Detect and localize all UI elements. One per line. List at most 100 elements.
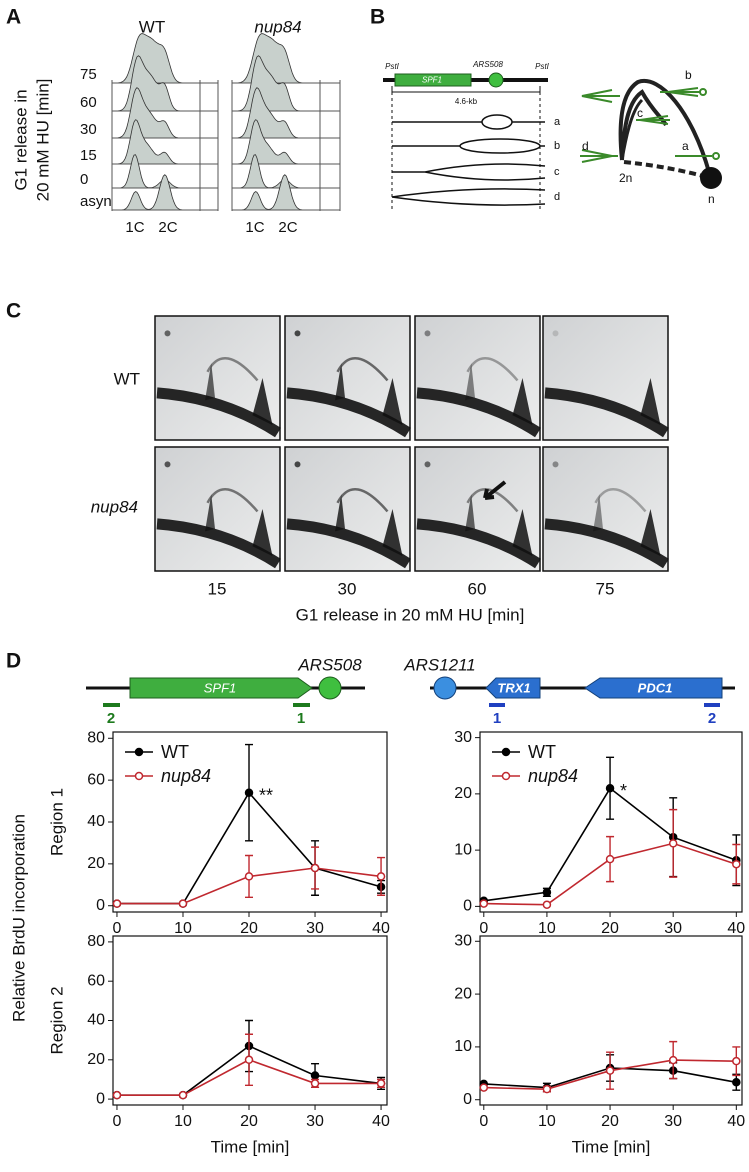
marker (376, 1079, 386, 1088)
restriction-map: SPF1 ARS508 PstI PstI 4.6-kb a b c d (383, 60, 561, 210)
gene-label: TRX1 (497, 680, 530, 695)
gel-arc (416, 387, 541, 438)
primer (103, 703, 120, 707)
gel-streak (465, 363, 475, 401)
y-title: G1 release in 20 mM HU [min] (11, 79, 52, 202)
origin-label: ARS1211 (403, 655, 476, 674)
x-tick-label: 20 (601, 1113, 619, 1130)
marker (479, 1083, 489, 1092)
gel-arc (286, 518, 411, 569)
gel-y-arc (206, 356, 259, 382)
x-tick-label: 30 (664, 1113, 682, 1130)
marker (542, 888, 552, 897)
plot-frame (479, 935, 743, 1106)
gels (154, 315, 669, 572)
scissor (636, 115, 670, 125)
y-tick-label: 30 (454, 729, 472, 746)
row-label: 0 (80, 171, 88, 188)
annotation: ** (259, 785, 273, 805)
gel-y-arc (336, 356, 389, 382)
row-label: WT (114, 369, 140, 388)
marker (310, 1079, 320, 1088)
plot-frame (112, 731, 388, 913)
gel-y-arc (466, 356, 519, 382)
x-tick-label: 10 (538, 1113, 556, 1130)
primer-label: 2 (107, 710, 115, 727)
x-label: 1C (245, 219, 264, 236)
y-tick-label: 10 (454, 1038, 472, 1055)
legend-marker (501, 747, 511, 757)
2d-gel-scheme: b c a d 2n n (580, 68, 722, 206)
histogram (112, 33, 200, 84)
intermediate-label: a (554, 116, 561, 128)
gel-arc (286, 387, 411, 438)
y-tick-label: 30 (454, 933, 472, 950)
intermediate (391, 188, 546, 206)
marker (542, 1084, 552, 1094)
origin (433, 676, 457, 700)
gel-dot (424, 461, 431, 468)
scheme-label: 2n (619, 171, 632, 185)
gel-y-arc (336, 487, 389, 513)
annotation: * (620, 781, 627, 801)
site-label: PstI (535, 62, 550, 71)
left-map: SPF1 ARS508 2 1 (86, 655, 365, 727)
intermediates (391, 114, 546, 206)
marker (112, 899, 122, 908)
origin (318, 676, 342, 700)
primer (489, 703, 505, 707)
gene (485, 677, 541, 699)
x-tick-label: 20 (240, 1113, 258, 1130)
right-map: ARS1211 TRX1 PDC1 1 2 (403, 655, 735, 727)
gene-label: PDC1 (638, 680, 673, 695)
arc (618, 78, 711, 173)
marker (668, 1055, 678, 1065)
intermediate-label: d (554, 191, 560, 203)
marker (244, 872, 254, 881)
gel-y-arc (594, 487, 647, 513)
row-label: 30 (80, 121, 97, 138)
intermediate-label: b (554, 140, 560, 152)
bubble (481, 114, 513, 130)
x-label: 1C (125, 219, 144, 236)
gel-dot (424, 330, 431, 337)
gel-spot (252, 509, 273, 557)
scissor (580, 149, 618, 163)
gel-streak (593, 494, 603, 532)
gel-streak (335, 494, 345, 532)
origin-label: ARS508 (297, 655, 362, 674)
y-tick-label: 0 (96, 897, 105, 914)
symbol-dot (712, 152, 720, 160)
arc (620, 98, 644, 161)
histogram (232, 174, 320, 211)
size-label: 4.6-kb (455, 97, 478, 106)
gel-streak (335, 363, 345, 401)
y-tick-label: 20 (87, 1051, 105, 1068)
x-label: 2C (278, 219, 297, 236)
y-tick-label: 0 (463, 898, 472, 915)
marker (310, 1071, 320, 1080)
y-tick-label: 20 (454, 785, 472, 802)
gel-spot (512, 509, 533, 557)
intermediate (392, 163, 546, 181)
scheme-label: b (685, 68, 692, 82)
gel-dot (552, 461, 559, 468)
y-tick-label: 60 (87, 972, 105, 989)
origin (488, 72, 504, 88)
marker (112, 1090, 122, 1100)
gel-streak (465, 494, 475, 532)
row-label: nup84 (91, 497, 138, 516)
gel-dot (164, 461, 171, 468)
gel-spot (382, 509, 403, 557)
x-label: 2C (158, 219, 177, 236)
gel-spot (640, 378, 661, 426)
legend-marker (134, 771, 144, 781)
gel-streak (205, 363, 215, 401)
gel-arc (544, 518, 669, 569)
gel-dot (294, 461, 301, 468)
marker (668, 839, 678, 848)
primer-label: 1 (493, 710, 501, 727)
time-label: 15 (208, 579, 227, 598)
marker (732, 1078, 741, 1087)
panel-label: D (6, 650, 21, 673)
